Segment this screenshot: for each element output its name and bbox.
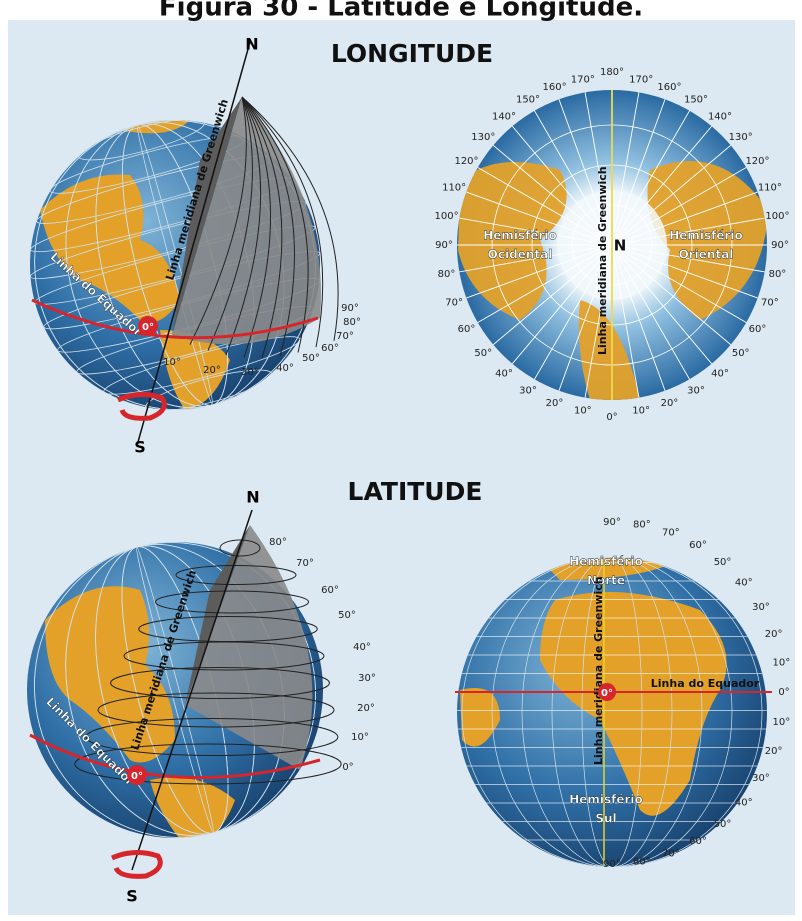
- degree-label: 30°: [752, 773, 770, 784]
- degree-label: 40°: [735, 578, 753, 589]
- degree-label: 30°: [241, 367, 259, 378]
- degree-label: 60°: [689, 836, 707, 847]
- degree-label: 160°: [657, 82, 681, 93]
- degree-label: 60°: [749, 324, 767, 335]
- figure: Figura 30 - Latitude e Longitude. LONGIT…: [0, 0, 802, 921]
- degree-label: 140°: [708, 111, 732, 122]
- degree-label: 40°: [735, 798, 753, 809]
- degree-label: 60°: [458, 324, 476, 335]
- hemisphere-label: Hemisfério: [569, 793, 643, 807]
- degree-label: 40°: [353, 642, 371, 653]
- degree-label: 90°: [603, 517, 621, 528]
- degree-label: 180°: [600, 67, 624, 78]
- degree-label: 20°: [546, 398, 564, 409]
- equator-label: Linha do Equador: [651, 677, 760, 690]
- degree-label: 30°: [687, 385, 705, 396]
- degree-label: 170°: [571, 75, 595, 86]
- degree-label: 100°: [435, 211, 459, 222]
- degree-label: 70°: [445, 297, 463, 308]
- degree-label: 170°: [629, 75, 653, 86]
- degree-label: 80°: [438, 269, 456, 280]
- degree-label: 80°: [343, 317, 361, 328]
- degree-label: 20°: [357, 703, 375, 714]
- degree-label: 50°: [338, 610, 356, 621]
- degree-label: 60°: [689, 540, 707, 551]
- degree-label: 40°: [495, 369, 513, 380]
- degree-label: 50°: [474, 348, 492, 359]
- degree-label: 0°: [342, 762, 353, 773]
- degree-label: 70°: [761, 297, 779, 308]
- degree-label: 70°: [296, 558, 314, 569]
- degree-label: 40°: [276, 363, 294, 374]
- degree-label: 120°: [745, 156, 769, 167]
- hemisphere-label: Ocidental: [488, 248, 553, 262]
- degree-label: 120°: [454, 156, 478, 167]
- degree-label: 80°: [269, 537, 287, 548]
- degree-label: 30°: [752, 602, 770, 613]
- section-heading: LATITUDE: [348, 477, 483, 506]
- degree-label: 70°: [662, 527, 680, 538]
- degree-label: 50°: [732, 348, 750, 359]
- degree-label: 70°: [336, 331, 354, 342]
- origin-label: 0°: [142, 322, 154, 333]
- degree-label: 10°: [773, 657, 791, 668]
- degree-label: 10°: [632, 405, 650, 416]
- degree-label: 140°: [492, 111, 516, 122]
- degree-label: 90°: [435, 240, 453, 251]
- degree-label: 40°: [711, 369, 729, 380]
- degree-label: 50°: [714, 557, 732, 568]
- pole-label: S: [126, 887, 138, 906]
- degree-label: 50°: [302, 353, 320, 364]
- degree-label: 110°: [758, 183, 782, 194]
- hemisphere-label: Hemisfério: [483, 229, 557, 243]
- degree-label: 20°: [765, 746, 783, 757]
- degree-label: 0°: [778, 687, 789, 698]
- hemisphere-label: Sul: [595, 812, 616, 826]
- degree-label: 20°: [203, 365, 221, 376]
- degree-label: 30°: [358, 673, 376, 684]
- degree-label: 90°: [341, 303, 359, 314]
- degree-label: 110°: [442, 183, 466, 194]
- degree-label: 160°: [542, 82, 566, 93]
- degree-label: 100°: [765, 211, 789, 222]
- degree-label: 60°: [321, 585, 339, 596]
- degree-label: 20°: [765, 629, 783, 640]
- pole-label: S: [134, 438, 146, 457]
- degree-label: 130°: [729, 132, 753, 143]
- degree-label: 80°: [633, 520, 651, 531]
- degree-label: 10°: [351, 732, 369, 743]
- degree-label: 30°: [519, 385, 537, 396]
- degree-label: 130°: [471, 132, 495, 143]
- degree-label: 10°: [163, 357, 181, 368]
- hemisphere-label: Hemisfério: [569, 555, 643, 569]
- degree-label: 90°: [603, 859, 621, 870]
- origin-label: 0°: [601, 688, 613, 699]
- pole-label: N: [245, 35, 258, 54]
- degree-label: 0°: [606, 412, 617, 423]
- figure-title: Figura 30 - Latitude e Longitude.: [159, 0, 643, 23]
- section-heading: LONGITUDE: [331, 39, 493, 68]
- meridian-label: Linha meridiana de Greenwich: [596, 166, 609, 355]
- degree-label: 60°: [321, 343, 339, 354]
- hemisphere-label: Oriental: [679, 248, 734, 262]
- degree-label: 10°: [773, 717, 791, 728]
- degree-label: 80°: [633, 856, 651, 867]
- pole-label: N: [246, 488, 259, 507]
- degree-label: 150°: [684, 95, 708, 106]
- degree-label: 10°: [574, 405, 592, 416]
- degree-label: 50°: [714, 819, 732, 830]
- pole-label: N: [614, 237, 627, 255]
- page: {"title": "Figura 30 - Latitude e Longit…: [0, 0, 802, 921]
- degree-label: 90°: [771, 240, 789, 251]
- meridian-label: Linha meridiana de Greenwich: [592, 576, 605, 765]
- degree-label: 20°: [661, 398, 679, 409]
- origin-label: 0°: [131, 771, 143, 782]
- degree-label: 70°: [662, 849, 680, 860]
- hemisphere-label: Hemisfério: [669, 229, 743, 243]
- degree-label: 80°: [769, 269, 787, 280]
- degree-label: 150°: [516, 95, 540, 106]
